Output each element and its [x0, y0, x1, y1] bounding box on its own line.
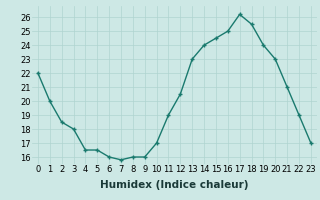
X-axis label: Humidex (Indice chaleur): Humidex (Indice chaleur) — [100, 180, 249, 190]
